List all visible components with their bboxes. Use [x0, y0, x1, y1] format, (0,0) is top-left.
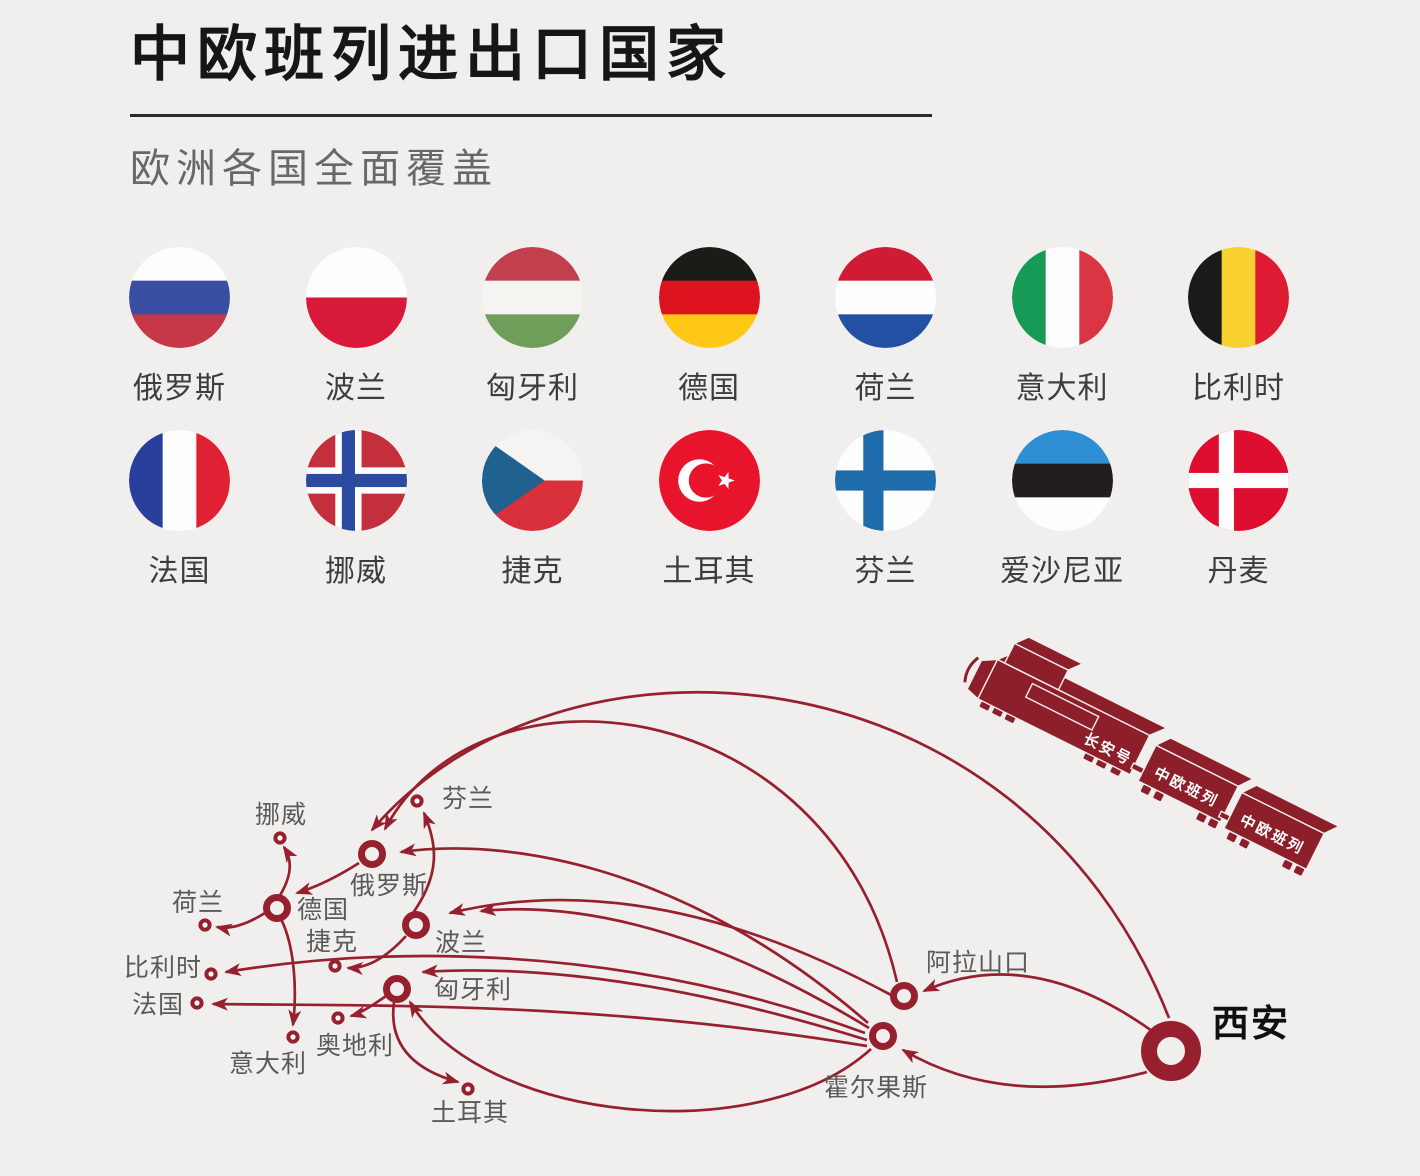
map-node-austria — [331, 1011, 345, 1025]
flag-svg-germany — [658, 247, 760, 348]
map-node-norway — [273, 831, 287, 845]
map-label-finland: 芬兰 — [442, 785, 494, 813]
page-subtitle: 欧洲各国全面覆盖 — [130, 147, 498, 191]
route-xian-russia-2 — [370, 690, 1171, 1019]
flag-label-belgium: 比利时 — [1192, 372, 1285, 405]
map-node-turkey — [461, 1082, 475, 1096]
flag-card-belgium: 比利时 — [1188, 247, 1289, 407]
map-label-russia: 俄罗斯 — [350, 872, 428, 900]
flag-label-czech: 捷克 — [501, 555, 564, 588]
flag-label-netherlands: 荷兰 — [854, 372, 917, 405]
flag-label-italy: 意大利 — [1015, 372, 1109, 405]
flag-svg-denmark — [1188, 430, 1289, 531]
flag-card-hungary: 匈牙利 — [482, 247, 583, 407]
flag-label-finland: 芬兰 — [854, 555, 917, 588]
flag-icon-finland — [835, 430, 936, 531]
route-xian-alashankou-0 — [922, 973, 1153, 1033]
train-illustration: 长安号 中欧班列 中欧班列 — [963, 636, 1341, 877]
flag-row-1: 俄罗斯 波兰 匈牙利 德国 荷兰 意大利 比利时 — [129, 247, 1289, 407]
flag-label-denmark: 丹麦 — [1207, 555, 1270, 588]
map-label-netherlands: 荷兰 — [172, 889, 224, 917]
route-germany-netherlands-13 — [215, 911, 266, 937]
map-label-france: 法国 — [132, 991, 184, 1019]
flag-card-czech: 捷克 — [482, 430, 583, 590]
map-label-alashankou: 阿拉山口 — [926, 949, 1030, 977]
title-divider — [130, 114, 932, 117]
flag-label-hungary: 匈牙利 — [486, 372, 579, 405]
page-title: 中欧班列进出口国家 — [130, 21, 733, 88]
flag-svg-turkey — [658, 430, 760, 531]
flag-card-estonia: 爱沙尼亚 — [1000, 430, 1123, 590]
map-node-khorgos — [869, 1022, 897, 1050]
flag-svg-finland — [835, 430, 936, 531]
train-locomotive: 长安号 — [963, 636, 1169, 777]
map-node-czech — [328, 959, 342, 973]
route-khorgos-belgium-9 — [224, 954, 866, 1035]
map-label-czech: 捷克 — [306, 928, 358, 956]
map-label-turkey: 土耳其 — [431, 1099, 509, 1127]
map-label-poland: 波兰 — [435, 929, 487, 957]
map-node-russia — [358, 840, 386, 868]
flag-icon-germany — [658, 247, 760, 348]
flag-label-poland: 波兰 — [325, 372, 387, 405]
train-car-2: 中欧班列 — [1223, 784, 1341, 877]
map-node-xian — [1141, 1021, 1201, 1081]
map-label-italy: 意大利 — [229, 1050, 307, 1078]
map-node-france — [190, 996, 204, 1010]
route-khorgos-hungary-7 — [421, 964, 868, 1042]
flag-label-norway: 挪威 — [325, 555, 387, 588]
map-node-germany — [263, 894, 291, 922]
flag-card-denmark: 丹麦 — [1188, 430, 1289, 590]
flag-card-italy: 意大利 — [1011, 247, 1113, 407]
flag-label-turkey: 土耳其 — [662, 555, 756, 588]
map-node-italy — [286, 1030, 300, 1044]
map-label-hungary: 匈牙利 — [434, 976, 512, 1004]
map-label-germany: 德国 — [297, 896, 349, 924]
flag-icon-denmark — [1188, 430, 1289, 531]
flag-card-netherlands: 荷兰 — [835, 247, 936, 407]
map-label-austria: 奥地利 — [316, 1032, 394, 1060]
map-node-netherlands — [198, 918, 212, 932]
route-poland-finland-15 — [411, 811, 436, 914]
map-node-finland — [410, 794, 424, 808]
flag-card-norway: 挪威 — [305, 430, 407, 590]
route-alashankou-poland-5 — [448, 898, 892, 997]
route-alashankou-russia-3 — [383, 720, 899, 983]
flag-label-russia: 俄罗斯 — [133, 372, 226, 405]
route-germany-italy-14 — [279, 918, 302, 1027]
route-hungary-austria-17 — [349, 994, 387, 1019]
map-label-xian: 西安 — [1212, 1003, 1290, 1044]
map-label-khorgos: 霍尔果斯 — [824, 1074, 928, 1102]
flag-label-france: 法国 — [148, 555, 211, 588]
flag-card-finland: 芬兰 — [835, 430, 936, 590]
map-node-hungary — [383, 975, 411, 1003]
flag-card-turkey: 土耳其 — [658, 430, 760, 590]
route-poland-czech-16 — [346, 935, 407, 976]
route-xian-khorgos-1 — [901, 1048, 1148, 1089]
flag-card-germany: 德国 — [658, 247, 760, 407]
map-node-belgium — [204, 967, 218, 981]
map-node-poland — [402, 911, 430, 939]
flag-svg-norway — [305, 430, 407, 531]
flag-icon-norway — [305, 430, 407, 531]
route-khorgos-hungary-8 — [408, 1000, 872, 1113]
flag-label-estonia: 爱沙尼亚 — [1000, 555, 1124, 588]
map-node-alashankou — [890, 982, 918, 1010]
map-label-norway: 挪威 — [255, 801, 307, 829]
flag-card-russia: 俄罗斯 — [129, 247, 230, 407]
route-germany-norway-12 — [277, 845, 298, 898]
route-hungary-turkey-18 — [391, 1001, 460, 1085]
flag-icon-turkey — [658, 430, 760, 531]
flag-label-germany: 德国 — [678, 372, 740, 405]
route-khorgos-poland-6 — [479, 903, 870, 1030]
map-label-belgium: 比利时 — [124, 954, 202, 982]
route-khorgos-france-10 — [211, 997, 868, 1048]
flag-row-2: 法国 挪威 捷克 土耳其 芬兰 爱沙尼亚 丹麦 — [129, 430, 1289, 590]
flag-card-france: 法国 — [129, 430, 230, 590]
route-khorgos-russia-4 — [399, 843, 869, 1025]
flag-card-poland: 波兰 — [305, 247, 407, 407]
route-russia-germany-11 — [295, 861, 360, 895]
